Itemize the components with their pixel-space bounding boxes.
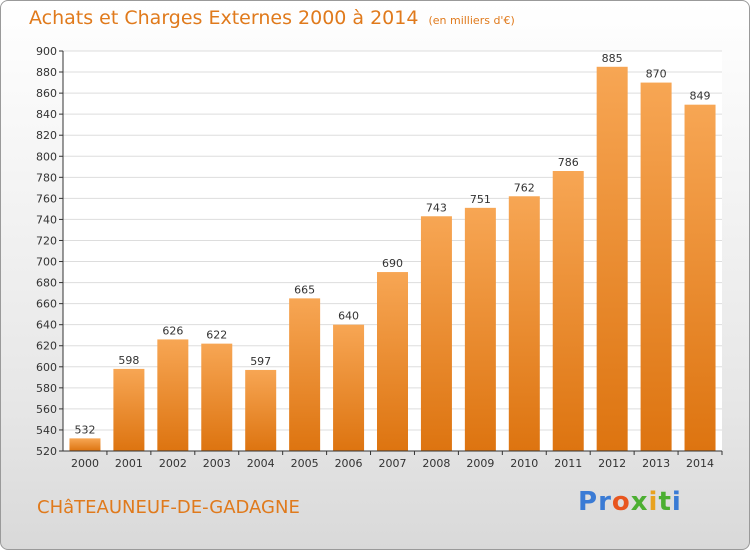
chart-title: Achats et Charges Externes 2000 à 2014 (e… xyxy=(29,7,515,29)
data-label: 849 xyxy=(690,90,711,103)
y-tick-label: 760 xyxy=(36,192,57,205)
data-label: 665 xyxy=(294,283,315,296)
x-tick-label: 2002 xyxy=(159,457,187,470)
data-label: 626 xyxy=(162,324,183,337)
bar xyxy=(552,171,584,451)
brand-letter: t xyxy=(658,487,672,517)
y-tick-label: 680 xyxy=(36,277,57,290)
data-label: 532 xyxy=(74,423,95,436)
x-tick-label: 2006 xyxy=(335,457,363,470)
y-tick-label: 640 xyxy=(36,319,57,332)
y-tick-label: 600 xyxy=(36,361,57,374)
data-label: 751 xyxy=(470,193,491,206)
y-tick-label: 540 xyxy=(36,424,57,437)
bar xyxy=(201,343,233,451)
x-tick-label: 2003 xyxy=(203,457,231,470)
data-label: 640 xyxy=(338,310,359,323)
y-tick-label: 580 xyxy=(36,382,57,395)
x-tick-label: 2004 xyxy=(247,457,275,470)
bar xyxy=(157,339,189,451)
bar xyxy=(420,216,452,451)
data-label: 885 xyxy=(602,52,623,65)
data-label: 870 xyxy=(646,68,667,81)
bar xyxy=(245,369,277,451)
x-tick-label: 2012 xyxy=(598,457,626,470)
y-tick-label: 720 xyxy=(36,234,57,247)
brand-letter: P xyxy=(578,487,599,517)
data-label: 743 xyxy=(426,201,447,214)
x-tick-label: 2009 xyxy=(466,457,494,470)
chart-subtitle: (en milliers d'€) xyxy=(428,14,515,27)
data-label: 597 xyxy=(250,355,271,368)
y-tick-label: 860 xyxy=(36,87,57,100)
y-tick-label: 820 xyxy=(36,129,57,142)
x-tick-label: 2000 xyxy=(71,457,99,470)
y-tick-label: 840 xyxy=(36,108,57,121)
x-tick-label: 2011 xyxy=(554,457,582,470)
x-tick-label: 2010 xyxy=(510,457,538,470)
brand-logo: Proxiti xyxy=(578,487,682,517)
data-label: 598 xyxy=(118,354,139,367)
y-tick-label: 780 xyxy=(36,171,57,184)
data-label: 690 xyxy=(382,257,403,270)
bar xyxy=(333,324,365,451)
x-tick-label: 2005 xyxy=(291,457,319,470)
brand-letter: i xyxy=(648,487,659,517)
x-tick-label: 2008 xyxy=(422,457,450,470)
town-name: CHâTEAUNEUF-DE-GADAGNE xyxy=(37,497,300,518)
brand-letter: o xyxy=(611,487,631,517)
bar xyxy=(596,66,628,451)
y-tick-label: 740 xyxy=(36,213,57,226)
y-tick-label: 700 xyxy=(36,256,57,269)
axes: 520 540 560 580 600 620 640 660 680 700 720 740 760 7… xyxy=(36,45,723,470)
brand-letter: i xyxy=(671,487,682,517)
x-tick-label: 2013 xyxy=(642,457,670,470)
data-label: 786 xyxy=(558,156,579,169)
data-label: 762 xyxy=(514,181,535,194)
y-tick-label: 900 xyxy=(36,45,57,58)
y-tick-label: 800 xyxy=(36,150,57,163)
bar xyxy=(289,298,321,451)
x-tick-label: 2014 xyxy=(686,457,714,470)
bar xyxy=(640,82,672,451)
bar xyxy=(464,207,496,451)
y-tick-label: 660 xyxy=(36,298,57,311)
brand-letter: x xyxy=(630,487,649,517)
bar xyxy=(377,272,408,451)
chart-title-text: Achats et Charges Externes 2000 à 2014 xyxy=(29,7,419,29)
bar xyxy=(113,368,145,451)
bar xyxy=(69,438,101,451)
y-tick-label: 560 xyxy=(36,403,57,416)
bars: 532 598 626 622 597 665 640 690 743 751 762 786 885 8… xyxy=(69,52,716,452)
bar xyxy=(508,196,540,451)
data-label: 622 xyxy=(206,329,227,342)
y-tick-label: 620 xyxy=(36,340,57,353)
x-tick-label: 2001 xyxy=(115,457,143,470)
bar xyxy=(684,104,716,452)
y-tick-label: 880 xyxy=(36,66,57,79)
brand-letter: r xyxy=(598,487,612,517)
x-tick-label: 2007 xyxy=(379,457,407,470)
y-tick-label: 520 xyxy=(36,445,57,458)
